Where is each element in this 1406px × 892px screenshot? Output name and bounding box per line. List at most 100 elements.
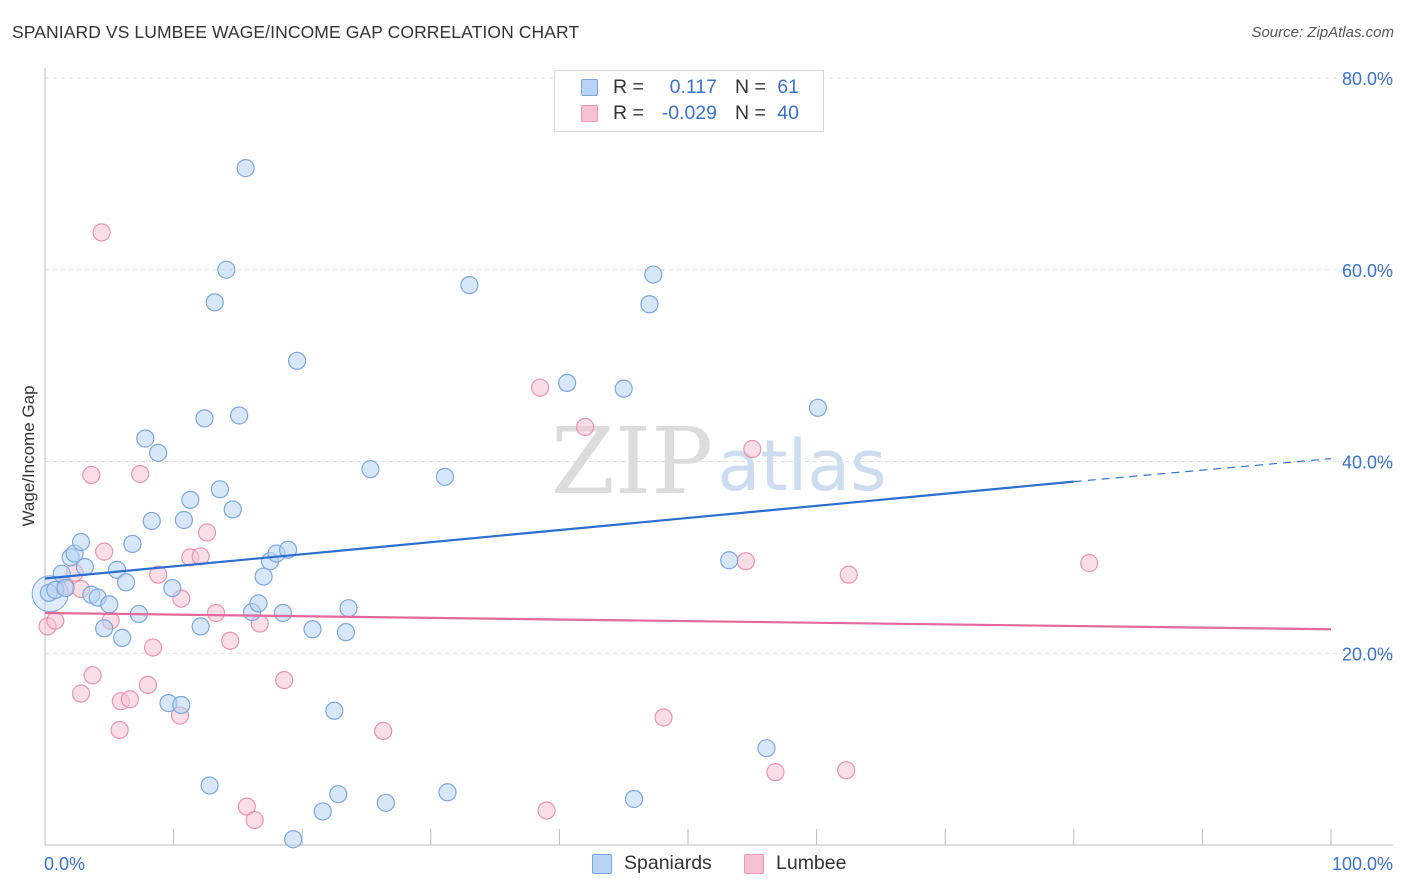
legend-n-value: 61 xyxy=(777,76,799,98)
x-tick-label: 0.0% xyxy=(44,854,85,874)
legend-row-lumbee: R = -0.029 N = 40 xyxy=(555,101,823,127)
axis-labels: 20.0% 40.0% 60.0% 80.0% 0.0% 100.0% Wage/Incom… xyxy=(19,69,1393,874)
lumbee-point xyxy=(374,721,393,741)
legend-swatch-lumbee xyxy=(581,105,598,122)
spaniards-point xyxy=(336,623,356,642)
spaniards-point xyxy=(100,595,119,614)
lumbee-point xyxy=(736,552,755,571)
bottom-legend-label-spaniards: Spaniards xyxy=(624,852,712,874)
lumbee-point xyxy=(221,631,240,650)
spaniards-point xyxy=(624,789,644,809)
spaniards-point xyxy=(808,398,827,417)
source-credit: Source: ZipAtlas.com xyxy=(1251,24,1394,41)
spaniards-point xyxy=(435,467,455,486)
lumbee-point xyxy=(131,464,150,484)
spaniards-point xyxy=(123,534,142,554)
lumbee-point xyxy=(576,417,595,437)
y-tick-label: 80.0% xyxy=(1342,69,1393,89)
legend-r-label: R = xyxy=(613,76,644,98)
spaniards-point xyxy=(95,619,114,638)
lumbee-point xyxy=(149,565,168,584)
legend-n-label: N = xyxy=(735,76,766,98)
lumbee-point xyxy=(120,690,139,709)
spaniards-point xyxy=(361,460,380,479)
watermark-atlas: atlas xyxy=(717,425,886,507)
spaniards-point xyxy=(254,567,273,586)
spaniards-point xyxy=(71,532,91,552)
lumbee-point xyxy=(766,763,785,782)
spaniards-point xyxy=(313,802,332,821)
spaniards-point xyxy=(174,510,193,530)
lumbee-point xyxy=(537,801,556,820)
legend-swatch-spaniards xyxy=(581,79,598,96)
spaniards-point xyxy=(303,620,322,639)
lumbee-point xyxy=(1080,554,1099,573)
spaniards-point xyxy=(284,830,303,849)
spaniards-trend-line xyxy=(44,480,1074,580)
y-tick-label: 40.0% xyxy=(1342,453,1393,473)
legend-n-value: 40 xyxy=(777,102,799,124)
spaniards-point xyxy=(191,617,210,636)
axis-layer xyxy=(44,68,1393,846)
spaniards-point xyxy=(236,159,255,178)
spaniards-point xyxy=(200,776,219,795)
spaniards-point xyxy=(460,275,479,295)
spaniards-point xyxy=(558,373,577,392)
lumbee-points xyxy=(38,223,1099,830)
lumbee-point xyxy=(197,523,217,542)
lumbee-point xyxy=(83,666,102,685)
spaniards-point xyxy=(217,260,236,279)
spaniards-point xyxy=(116,573,136,592)
watermark: ZIP atlas xyxy=(551,408,887,515)
spaniards-trend-extension xyxy=(1073,458,1332,483)
lumbee-point xyxy=(743,439,762,459)
legend-n-label: N = xyxy=(735,102,766,124)
bottom-legend-swatch-lumbee xyxy=(744,854,764,874)
correlation-legend: R = 0.117 N = 61 R = -0.029 N = 40 xyxy=(554,70,824,132)
spaniards-point xyxy=(757,739,776,758)
spaniards-point xyxy=(142,511,161,531)
watermark-zip: ZIP xyxy=(551,408,713,515)
lumbee-point xyxy=(275,670,294,690)
spaniards-point xyxy=(640,295,659,314)
spaniards-point xyxy=(195,409,214,428)
lumbee-point xyxy=(95,542,114,561)
spaniards-point xyxy=(287,351,307,370)
bottom-legend-label-lumbee: Lumbee xyxy=(776,852,847,874)
legend-r-label: R = xyxy=(613,102,644,124)
trend-lines xyxy=(44,458,1332,631)
legend-r-value: 0.117 xyxy=(669,76,717,98)
legend-row-spaniards: R = 0.117 N = 61 xyxy=(555,75,823,101)
spaniards-point xyxy=(614,379,633,398)
spaniards-point xyxy=(56,578,75,598)
spaniards-point xyxy=(644,265,663,284)
lumbee-point xyxy=(110,720,129,740)
y-axis-label: Wage/Income Gap xyxy=(19,385,38,526)
y-tick-label: 60.0% xyxy=(1342,261,1393,281)
lumbee-point xyxy=(237,797,257,816)
grid-layer xyxy=(45,77,1393,654)
spaniards-point xyxy=(329,785,348,804)
lumbee-point xyxy=(46,611,65,630)
lumbee-point xyxy=(138,675,157,694)
spaniards-point xyxy=(172,695,191,715)
spaniards-point xyxy=(273,603,293,623)
spaniards-point xyxy=(149,443,168,462)
lumbee-point xyxy=(245,810,264,830)
lumbee-point xyxy=(531,378,550,397)
spaniards-point xyxy=(113,628,132,648)
lumbee-point xyxy=(837,761,856,780)
lumbee-point xyxy=(92,223,111,242)
spaniards-point xyxy=(339,599,358,618)
lumbee-point xyxy=(206,603,226,623)
lumbee-point xyxy=(82,465,101,485)
chart-title: SPANIARD VS LUMBEE WAGE/INCOME GAP CORRE… xyxy=(12,22,580,42)
spaniards-point xyxy=(720,551,739,570)
lumbee-point xyxy=(143,638,163,657)
spaniards-point xyxy=(230,406,249,425)
spaniards-point xyxy=(223,500,242,519)
spaniards-point xyxy=(136,429,155,448)
lumbee-point xyxy=(71,684,91,703)
bottom-legend-swatch-spaniards xyxy=(592,854,612,874)
